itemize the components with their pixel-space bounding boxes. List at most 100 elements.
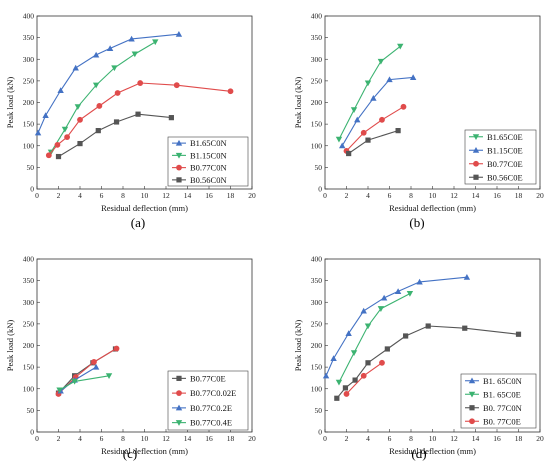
data-point <box>55 153 62 160</box>
x-tick-label: 8 <box>121 434 125 443</box>
data-point <box>403 333 409 339</box>
data-point <box>342 385 349 391</box>
x-tick-label: 0 <box>323 434 327 443</box>
y-tick-label: 100 <box>23 384 35 393</box>
legend-marker <box>469 405 475 411</box>
series-2 <box>339 74 417 149</box>
data-point <box>360 372 367 379</box>
data-point <box>77 140 83 147</box>
legend-marker <box>175 152 183 159</box>
y-tick-label: 150 <box>23 120 35 129</box>
x-tick-label: 4 <box>366 191 370 200</box>
y-tick-label: 200 <box>311 341 323 350</box>
x-tick-label: 0 <box>35 434 39 443</box>
y-tick-label: 400 <box>23 12 35 21</box>
x-tick-label: 14 <box>184 191 192 200</box>
data-point <box>350 107 358 114</box>
legend-marker <box>176 164 182 171</box>
x-tick-label: 10 <box>141 191 149 200</box>
data-point <box>96 103 103 109</box>
data-point <box>168 115 174 121</box>
panel-b: 0 2 4 6 8 10 12 14 16 18 2005010015020025030035040… <box>293 12 544 231</box>
data-point <box>106 45 114 51</box>
y-tick-label: 350 <box>311 276 323 285</box>
y-tick-label: 300 <box>311 55 323 64</box>
x-tick-label: 2 <box>345 434 349 443</box>
legend-marker <box>472 134 480 140</box>
legend: B1. 65C0N B1. 65C0E B0. 77C0N B0. 77C0E <box>460 373 537 429</box>
legend: B1.65C0N B1.15C0N B0.77C0N B0.56C0N <box>167 136 249 187</box>
y-axis-label: Peak load (kN) <box>5 320 15 372</box>
data-point <box>92 51 100 58</box>
series-line <box>346 106 404 152</box>
x-tick-label: 4 <box>78 434 82 443</box>
data-point <box>92 363 100 370</box>
x-tick-label: 12 <box>450 434 458 443</box>
panel-a: 0 2 4 6 8 10 12 14 16 18 2005010015020025030035040… <box>5 12 256 231</box>
data-point <box>334 395 340 401</box>
data-point <box>380 294 388 301</box>
data-point <box>105 373 113 379</box>
y-axis-label: Peak load (kN) <box>293 77 303 129</box>
y-tick-label: 150 <box>23 363 35 372</box>
panel-caption: (d) <box>411 446 426 461</box>
x-tick-label: 8 <box>121 191 125 200</box>
data-point <box>57 87 64 93</box>
y-tick-label: 250 <box>311 76 323 85</box>
data-point <box>364 323 372 330</box>
series-4 <box>343 359 385 397</box>
data-point <box>71 378 78 385</box>
x-tick-label: 20 <box>536 434 544 443</box>
data-point <box>227 88 234 95</box>
x-tick-label: 14 <box>184 434 192 443</box>
legend-marker <box>468 377 476 384</box>
data-point <box>409 74 417 80</box>
data-point <box>173 82 180 89</box>
y-tick-label: 0 <box>318 185 322 194</box>
data-point <box>425 323 431 329</box>
data-point <box>64 134 70 141</box>
legend-marker <box>176 390 182 397</box>
data-point <box>54 141 61 148</box>
y-tick-label: 50 <box>315 406 323 415</box>
y-tick-label: 50 <box>27 163 35 172</box>
data-point <box>128 35 135 42</box>
x-tick-label: 4 <box>366 434 370 443</box>
data-point <box>365 360 371 366</box>
y-tick-label: 250 <box>311 319 323 328</box>
legend-marker <box>473 160 479 167</box>
y-tick-label: 400 <box>23 255 35 264</box>
series-1 <box>335 43 404 143</box>
data-point <box>379 116 385 123</box>
y-tick-label: 200 <box>23 341 35 350</box>
legend-label: B0.77C0.2E <box>190 403 232 413</box>
y-tick-label: 300 <box>23 55 35 64</box>
x-tick-label: 12 <box>162 191 170 200</box>
x-tick-label: 16 <box>493 434 501 443</box>
x-axis-label: Residual deflection (mm) <box>101 203 188 213</box>
x-tick-label: 18 <box>515 191 523 200</box>
data-point <box>360 129 367 136</box>
series-line <box>325 276 467 377</box>
x-tick-label: 16 <box>205 191 213 200</box>
legend-label: B0.77C0N <box>190 163 227 173</box>
data-point <box>352 377 358 383</box>
series-line <box>58 113 172 158</box>
data-point <box>360 307 367 314</box>
x-tick-label: 16 <box>493 191 501 200</box>
data-point <box>397 43 404 50</box>
data-point <box>406 291 414 297</box>
data-point <box>346 150 352 157</box>
legend-marker <box>176 375 182 381</box>
y-tick-label: 0 <box>30 428 34 437</box>
data-point <box>322 372 330 379</box>
x-tick-label: 2 <box>57 191 61 200</box>
y-tick-label: 400 <box>311 255 323 264</box>
data-point <box>364 80 372 87</box>
y-tick-label: 50 <box>315 163 323 172</box>
x-tick-label: 14 <box>472 191 480 200</box>
series-2 <box>335 291 414 386</box>
series-2 <box>47 39 159 156</box>
x-tick-label: 20 <box>536 191 544 200</box>
x-tick-label: 10 <box>141 434 149 443</box>
